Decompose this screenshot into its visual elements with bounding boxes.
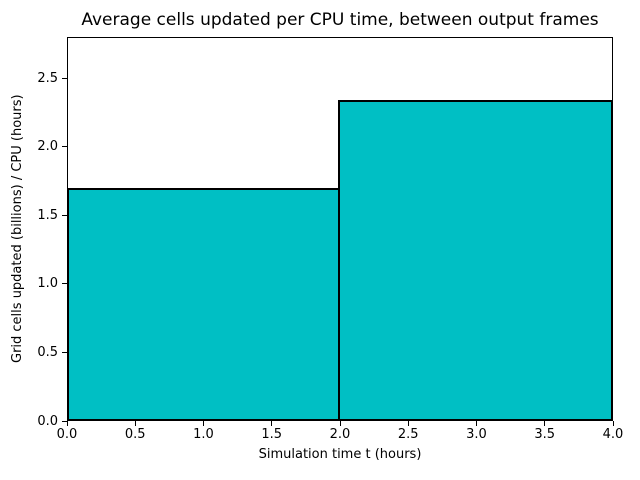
y-tick [62, 146, 67, 148]
x-tick [339, 421, 341, 426]
x-tick [612, 421, 614, 426]
x-tick-label: 2.5 [397, 427, 419, 442]
histogram-bar [338, 100, 613, 421]
x-tick-label: 3.0 [466, 427, 487, 442]
chart-title: Average cells updated per CPU time, betw… [81, 10, 599, 30]
y-tick-label: 0.5 [37, 344, 58, 360]
x-tick [544, 421, 546, 426]
y-tick-label: 2.5 [37, 70, 58, 86]
y-tick-label: 1.0 [37, 276, 58, 292]
x-tick-label: 0.5 [124, 427, 146, 442]
x-tick-label: 2.0 [329, 427, 351, 442]
y-tick [62, 77, 67, 79]
x-tick [271, 421, 273, 426]
y-tick-label: 2.0 [37, 139, 58, 155]
x-tick-label: 1.0 [193, 427, 214, 442]
x-tick-label: 0.0 [56, 427, 78, 442]
y-tick-label: 1.5 [37, 207, 58, 223]
x-tick [407, 421, 409, 426]
x-axis-label: Simulation time t (hours) [258, 447, 422, 462]
y-tick [62, 214, 67, 216]
x-tick-label: 1.5 [261, 427, 283, 442]
histogram-bar [67, 187, 340, 421]
x-tick [66, 421, 68, 426]
y-tick [62, 420, 67, 422]
x-tick-label: 3.5 [534, 427, 556, 442]
x-tick [134, 421, 136, 426]
x-tick [476, 421, 477, 426]
x-tick-label: 4.0 [602, 427, 624, 442]
y-tick [62, 351, 67, 353]
y-tick-label: 0.0 [37, 413, 58, 429]
y-tick [62, 283, 67, 285]
x-tick [203, 421, 204, 426]
y-axis-label: Grid cells updated (billions) / CPU (hou… [10, 94, 25, 364]
plot-area [67, 37, 613, 421]
